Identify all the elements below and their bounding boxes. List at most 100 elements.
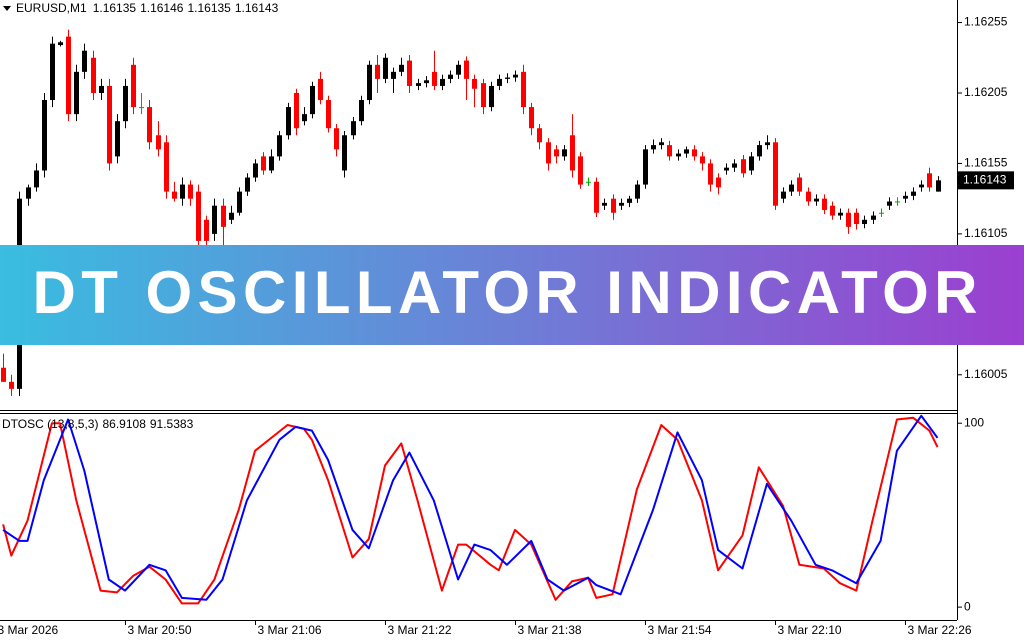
- oscillator-line: [2, 416, 939, 605]
- candle-body: [879, 212, 884, 214]
- y-tick-label: 1.16205: [964, 85, 1008, 99]
- candle-body: [505, 77, 510, 79]
- x-tick-label: 3 Mar 20:50: [128, 623, 192, 637]
- candle-body: [562, 149, 567, 157]
- candle-body: [147, 107, 152, 143]
- candle-body: [570, 135, 575, 171]
- candle-body: [334, 128, 339, 150]
- candle-body: [448, 74, 453, 79]
- candle-body: [399, 64, 404, 72]
- y-tick-label: 100: [964, 415, 984, 429]
- y-tick-label: 1.16105: [964, 226, 1008, 240]
- candle-body: [310, 85, 315, 115]
- candle-body: [927, 173, 932, 188]
- price-label-box: [958, 171, 1014, 190]
- candle-body: [74, 71, 79, 115]
- menu-arrow: [3, 6, 11, 11]
- candle-body: [212, 205, 217, 234]
- banner-title: DT OSCILLATOR INDICATOR: [33, 259, 978, 326]
- ohlc-value: 1.16143: [235, 1, 279, 15]
- candle-body: [302, 114, 307, 122]
- candle-body: [708, 163, 713, 185]
- candle-body: [586, 181, 591, 183]
- candle-body: [635, 184, 640, 199]
- candle-body: [537, 128, 542, 143]
- candle-body: [50, 43, 55, 101]
- candle-body: [456, 64, 461, 75]
- candle-body: [700, 156, 705, 164]
- candle-body: [627, 198, 632, 203]
- candle-body: [757, 145, 762, 157]
- candle-body: [481, 83, 486, 108]
- candle-body: [253, 163, 258, 178]
- price-label: 1.16143: [963, 173, 1007, 187]
- candle-body: [1, 367, 6, 382]
- candle-body: [123, 85, 128, 122]
- candle-body: [521, 71, 526, 108]
- candle-body: [58, 42, 63, 46]
- candle-body: [594, 181, 599, 213]
- candle-body: [351, 121, 356, 136]
- y-tick-label: 0: [964, 599, 971, 613]
- candle-body: [294, 92, 299, 129]
- candle-body: [180, 184, 185, 199]
- candle-body: [464, 60, 469, 79]
- candle-body: [862, 219, 867, 225]
- candle-body: [749, 156, 754, 171]
- candle-body: [34, 170, 39, 188]
- candle-body: [277, 135, 282, 157]
- candle-body: [741, 159, 746, 174]
- candle-body: [82, 50, 87, 72]
- y-tick-label: 1.16005: [964, 367, 1008, 381]
- candle-body: [188, 184, 193, 199]
- x-tick-label: 3 Mar 21:06: [258, 623, 322, 637]
- candle-body: [359, 100, 364, 122]
- candle-body: [789, 184, 794, 192]
- candle-body: [513, 74, 518, 78]
- candle-body: [432, 71, 437, 86]
- candle-body: [375, 64, 380, 79]
- candle-body: [871, 215, 876, 220]
- x-tick-label: 3 Mar 21:38: [518, 623, 582, 637]
- candle-body: [156, 135, 161, 150]
- candle-body: [164, 142, 169, 192]
- ohlc-value: 1.16135: [93, 1, 137, 15]
- candle-body: [497, 78, 502, 86]
- x-tick-label: 3 Mar 22:10: [778, 623, 842, 637]
- candle-body: [773, 142, 778, 206]
- candle-body: [936, 180, 941, 192]
- x-tick-label: 3 Mar 22:26: [908, 623, 972, 637]
- oscillator-line: [2, 414, 939, 601]
- candle-body: [854, 212, 859, 225]
- candle-body: [684, 149, 689, 154]
- candle-body: [578, 156, 583, 185]
- candle-body: [424, 80, 429, 84]
- candle-body: [846, 212, 851, 227]
- candle-body: [643, 149, 648, 185]
- candle-body: [667, 145, 672, 157]
- candle-body: [367, 64, 372, 101]
- candle-body: [237, 191, 242, 213]
- candle-body: [830, 205, 835, 216]
- candle-body: [196, 191, 201, 241]
- candle-body: [26, 187, 31, 199]
- ohlc-value: 1.16146: [140, 1, 184, 15]
- candle-body: [139, 107, 144, 109]
- ohlc-value: 1.16135: [187, 1, 231, 15]
- candle-body: [99, 85, 104, 93]
- candle-body: [9, 381, 14, 389]
- candle-body: [172, 191, 177, 199]
- candle-body: [895, 201, 900, 203]
- candle-body: [659, 142, 664, 146]
- candle-body: [326, 100, 331, 129]
- indicator-value: 86.9108: [102, 417, 146, 431]
- candle-body: [692, 149, 697, 157]
- candle-body: [416, 83, 421, 86]
- candle-body: [651, 145, 656, 150]
- candle-body: [529, 107, 534, 129]
- candle-body: [489, 85, 494, 108]
- candle-body: [261, 156, 266, 171]
- candle-body: [245, 177, 250, 192]
- candle-body: [286, 107, 291, 136]
